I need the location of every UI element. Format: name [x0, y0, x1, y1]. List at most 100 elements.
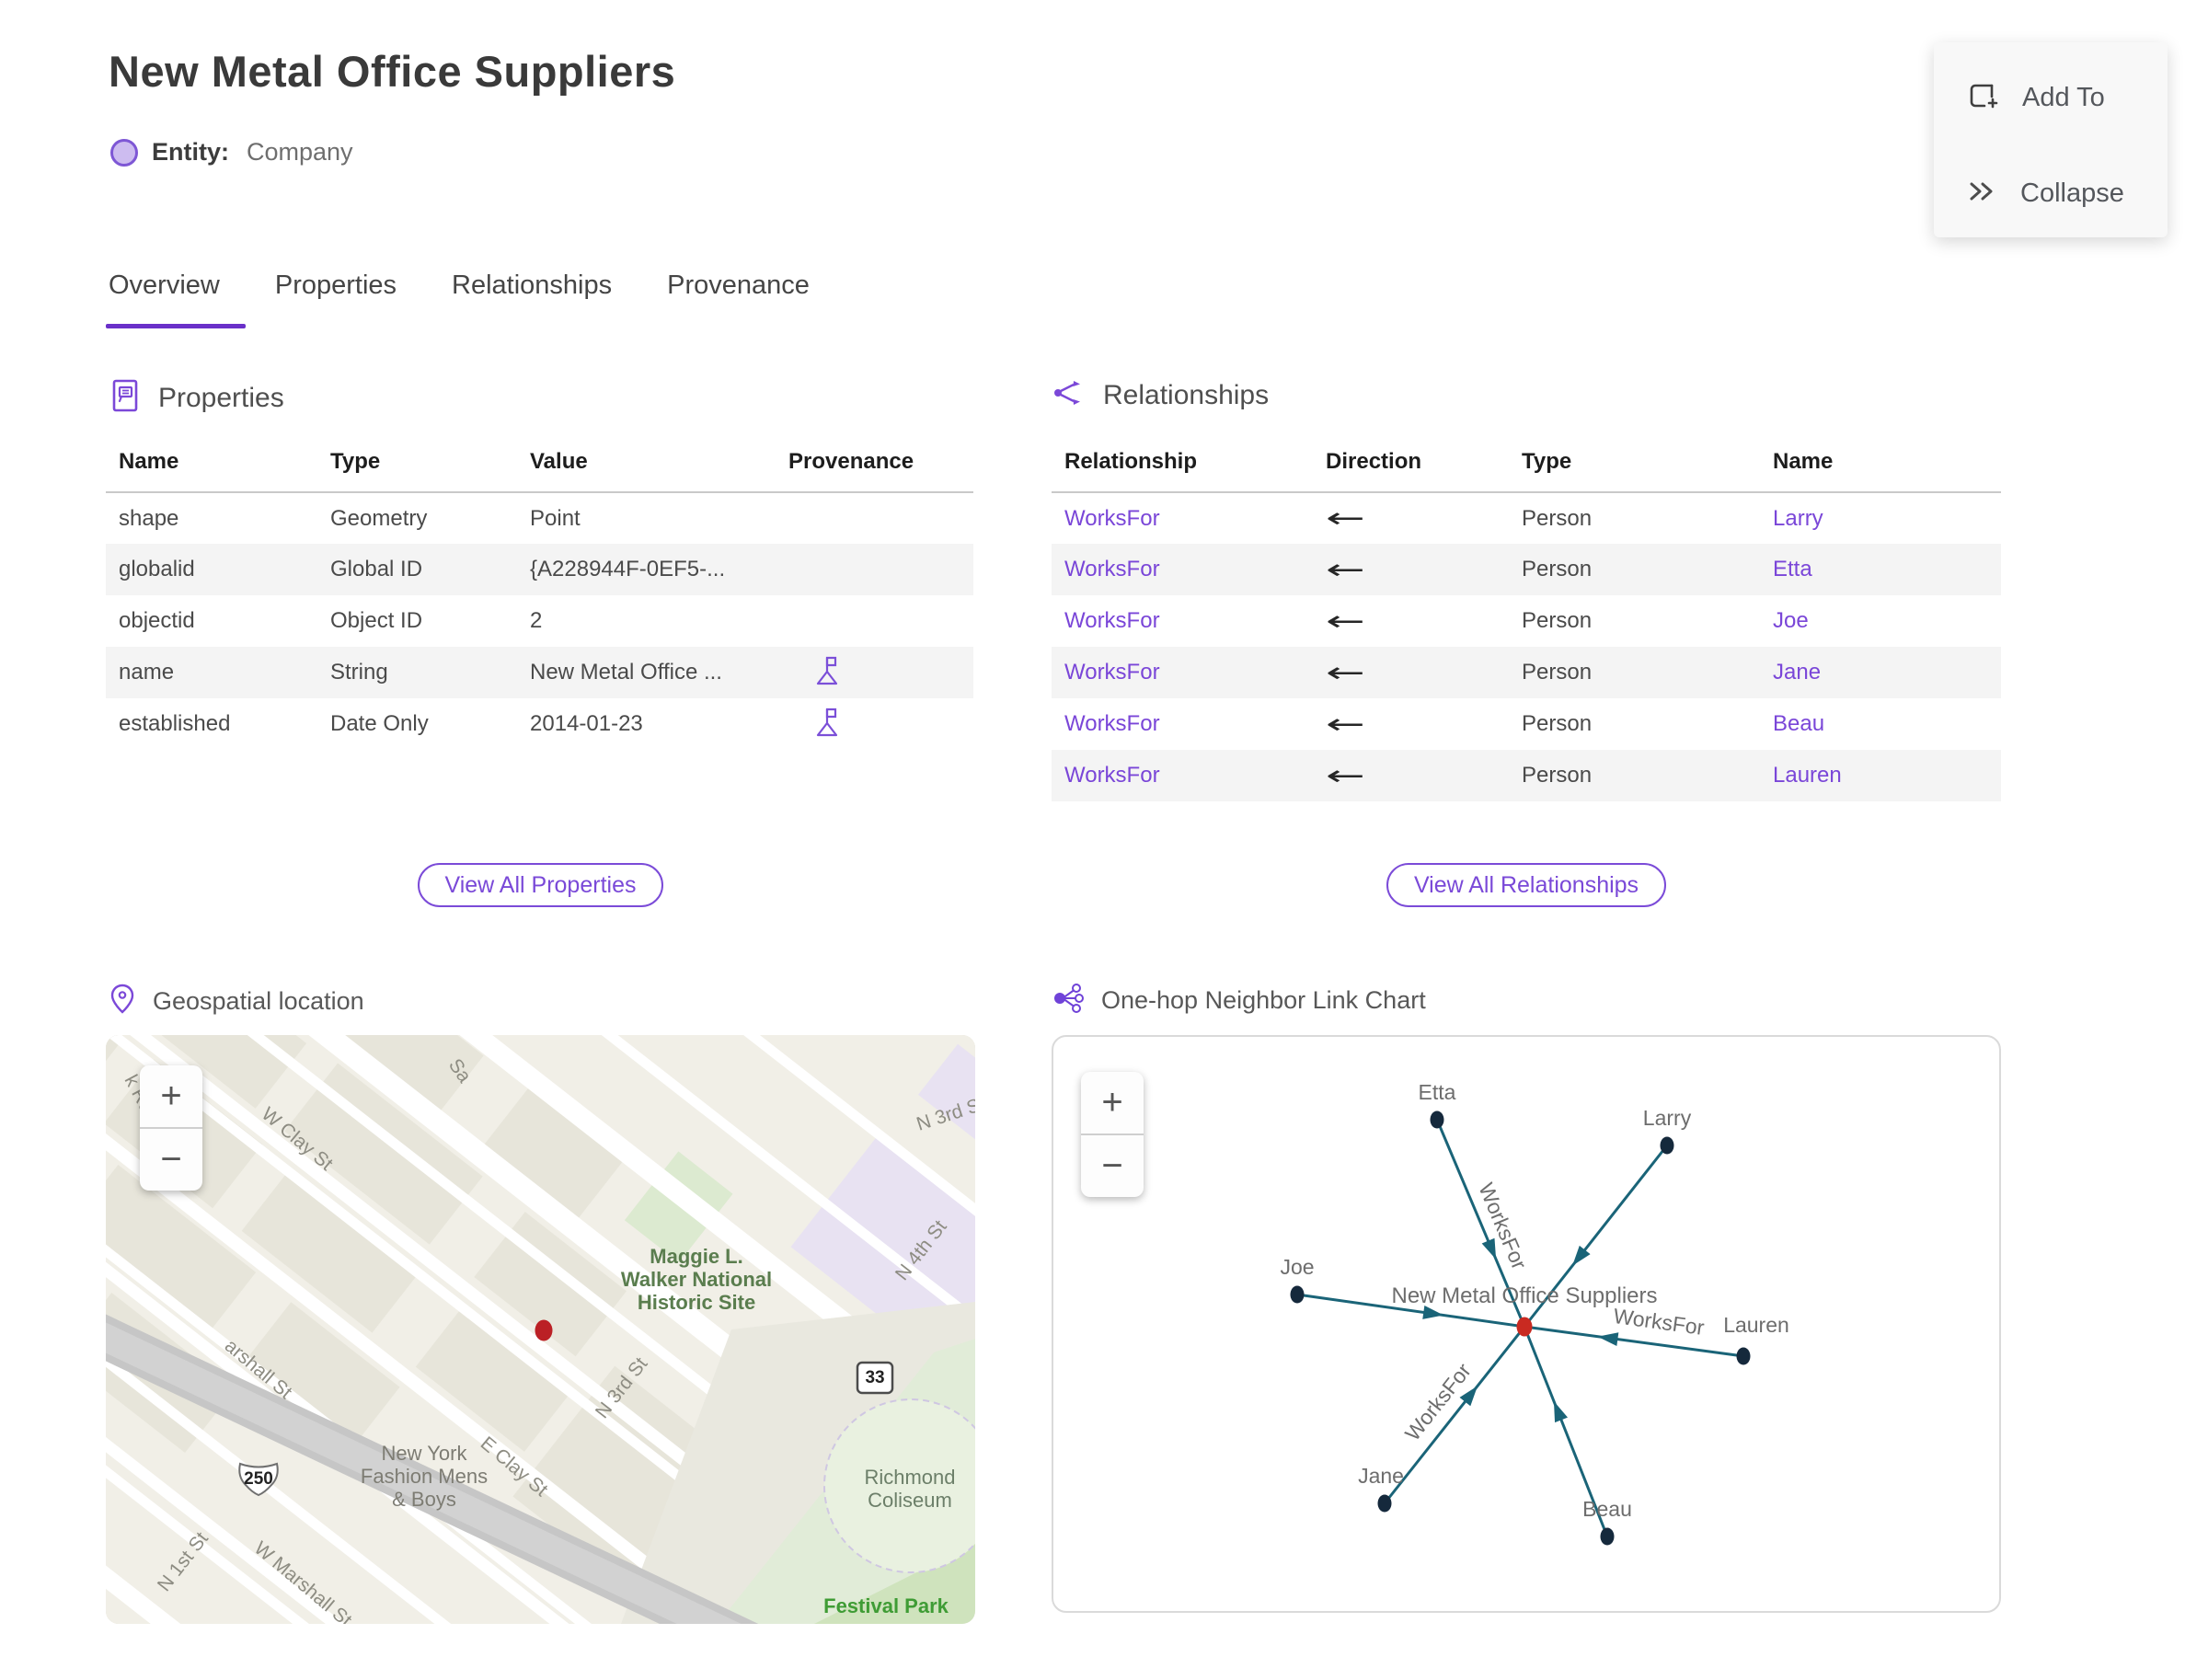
collapse-label: Collapse [2020, 178, 2124, 208]
table-row[interactable]: name String New Metal Office ... [106, 647, 973, 698]
edge-line[interactable] [1523, 1326, 1609, 1537]
svg-text:250: 250 [244, 1469, 273, 1489]
property-name: globalid [119, 557, 195, 581]
table-row[interactable]: globalid Global ID {A228944F-0EF5-... [106, 544, 973, 595]
property-provenance [776, 492, 973, 544]
person-node[interactable] [1377, 1494, 1392, 1513]
table-row[interactable]: WorksFor ← Person Jane [1052, 647, 2001, 698]
route-shield: 33 [856, 1361, 894, 1395]
actions-card: Add To Collapse [1934, 42, 2168, 237]
edge-arrowhead-icon[interactable] [1459, 1382, 1483, 1407]
column-header: Name [119, 449, 179, 474]
related-entity-type: Person [1522, 660, 1593, 685]
node-label: Jane [1358, 1464, 1404, 1488]
column-header: Type [1522, 449, 1572, 474]
person-node[interactable] [1600, 1527, 1615, 1546]
table-row[interactable]: WorksFor ← Person Etta [1052, 544, 2001, 595]
relationship-link[interactable]: WorksFor [1064, 608, 1160, 633]
map[interactable]: 250 33 k Rd W Clay St Sa N 3rd St N 4th St ars… [106, 1035, 975, 1624]
table-row[interactable]: WorksFor ← Person Beau [1052, 698, 2001, 750]
relationship-link[interactable]: WorksFor [1064, 711, 1160, 736]
properties-icon [109, 377, 142, 419]
relationship-link[interactable]: WorksFor [1064, 763, 1160, 788]
property-type: Global ID [330, 557, 423, 581]
edge-arrowhead-icon[interactable] [1547, 1398, 1569, 1423]
relationship-link[interactable]: WorksFor [1064, 660, 1160, 685]
view-all-properties-button[interactable]: View All Properties [417, 863, 664, 907]
tab-overview[interactable]: Overview [109, 270, 220, 300]
table-row[interactable]: established Date Only 2014-01-23 [106, 698, 973, 750]
related-entity-link[interactable]: Jane [1773, 660, 1822, 685]
map-green-patch [624, 1151, 733, 1263]
table-row[interactable]: WorksFor ← Person Joe [1052, 595, 2001, 647]
person-node[interactable] [1660, 1136, 1674, 1155]
provenance-flag-icon[interactable] [812, 653, 840, 686]
link-chart[interactable]: WorksFor WorksFor WorksFor Etta Larry Joe Laur… [1052, 1035, 2001, 1613]
edge-line[interactable] [1383, 1326, 1526, 1504]
tab-properties[interactable]: Properties [274, 270, 397, 300]
person-node[interactable] [1290, 1285, 1305, 1304]
relationship-link[interactable]: WorksFor [1064, 557, 1160, 581]
column-header: Name [1773, 449, 1834, 474]
chart-zoom-control: + − [1081, 1072, 1144, 1197]
edge-line[interactable] [1524, 1325, 1744, 1358]
map-place-label: Richmond Coliseum [864, 1466, 955, 1512]
table-row[interactable]: shape Geometry Point [106, 492, 973, 544]
add-to-button[interactable]: Add To [1965, 70, 2168, 125]
edge-arrowhead-icon[interactable] [1422, 1306, 1444, 1322]
person-node[interactable] [1430, 1110, 1444, 1129]
edge-line[interactable] [1296, 1293, 1525, 1329]
property-type: Object ID [330, 608, 423, 633]
tab-relationships[interactable]: Relationships [452, 270, 613, 300]
direction-arrow-icon: ← [1326, 759, 1365, 792]
property-provenance [776, 647, 973, 698]
collapse-button[interactable]: Collapse [1965, 166, 2168, 221]
table-row[interactable]: WorksFor ← Person Larry [1052, 492, 2001, 544]
relationships-icon [1052, 377, 1087, 413]
related-entity-link[interactable]: Etta [1773, 557, 1812, 581]
center-company-node[interactable] [1516, 1317, 1533, 1337]
related-entity-link[interactable]: Lauren [1773, 763, 1842, 788]
person-node[interactable] [1736, 1347, 1751, 1365]
edge-arrowhead-icon[interactable] [1567, 1245, 1591, 1271]
tab-provenance[interactable]: Provenance [667, 270, 810, 300]
property-provenance [776, 544, 973, 595]
node-label: Larry [1643, 1106, 1692, 1130]
map-zoom-in-button[interactable]: + [140, 1065, 202, 1127]
link-chart-title: One-hop Neighbor Link Chart [1101, 986, 1426, 1014]
column-header: Provenance [788, 449, 914, 474]
edge-arrowhead-icon[interactable] [1597, 1329, 1619, 1347]
related-entity-type: Person [1522, 505, 1593, 531]
related-entity-link[interactable]: Joe [1773, 608, 1809, 633]
link-chart-section-header: One-hop Neighbor Link Chart [1052, 983, 1426, 1018]
edge-arrowhead-icon[interactable] [1481, 1237, 1502, 1262]
geospatial-title: Geospatial location [153, 987, 364, 1015]
related-entity-type: Person [1522, 557, 1593, 581]
view-all-relationships-button[interactable]: View All Relationships [1386, 863, 1667, 907]
map-highway [106, 1301, 796, 1624]
provenance-flag-icon[interactable] [812, 705, 840, 738]
property-name: shape [119, 505, 179, 531]
edge-line[interactable] [1523, 1145, 1669, 1328]
chart-zoom-in-button[interactable]: + [1081, 1072, 1144, 1133]
node-label: Beau [1582, 1497, 1632, 1521]
related-entity-link[interactable]: Beau [1773, 711, 1825, 736]
table-row[interactable]: WorksFor ← Person Lauren [1052, 750, 2001, 801]
edge-line[interactable] [1435, 1119, 1526, 1328]
map-zoom-out-button[interactable]: − [140, 1129, 202, 1191]
node-label: Joe [1280, 1255, 1314, 1279]
chart-zoom-out-button[interactable]: − [1081, 1135, 1144, 1197]
properties-title: Properties [158, 382, 284, 413]
property-value: 2 [530, 608, 543, 633]
property-type: Geometry [330, 505, 428, 531]
related-entity-type: Person [1522, 711, 1593, 736]
table-row[interactable]: objectid Object ID 2 [106, 595, 973, 647]
relationships-table: Relationship Direction Type Name WorksFor ← P… [1052, 438, 2001, 801]
related-entity-link[interactable]: Larry [1773, 505, 1823, 531]
related-entity-type: Person [1522, 608, 1593, 633]
relationship-link[interactable]: WorksFor [1064, 505, 1160, 531]
node-label: Etta [1419, 1080, 1456, 1104]
svg-text:33: 33 [865, 1368, 884, 1387]
map-location-marker [535, 1319, 553, 1341]
relationships-section-header: Relationships [1052, 377, 1269, 413]
